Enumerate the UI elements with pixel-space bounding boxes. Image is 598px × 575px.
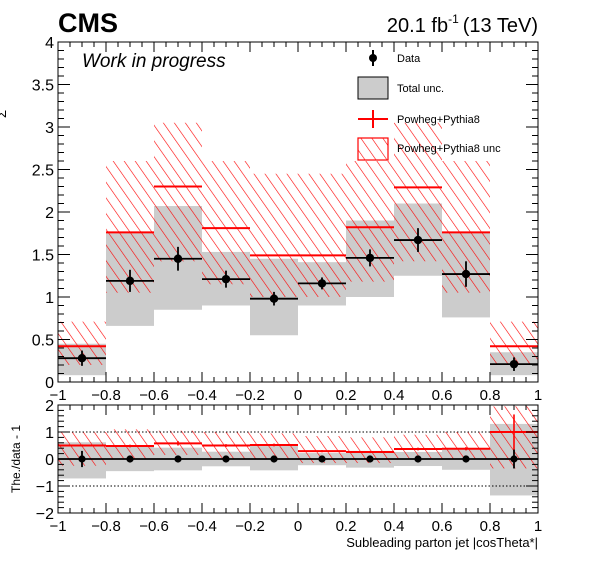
status-label: Work in progress [82, 51, 226, 72]
ratio-data-point [126, 455, 134, 463]
main-x-tick-label: −1 [49, 387, 66, 404]
main-y-tick-label: 4 [45, 35, 54, 52]
legend-label-total-unc: Total unc. [397, 83, 444, 95]
legend-label-data: Data [397, 53, 421, 65]
ratio-x-tick-label: −0.8 [91, 518, 121, 535]
main-data-point [125, 276, 135, 286]
legend: Data Total unc. Powheg+Pythia8 Powheg+Py… [357, 50, 501, 161]
energy-label: (13 TeV) [463, 15, 538, 37]
main-y-tick-label: 2.5 [32, 163, 54, 180]
legend-label-mc: Powheg+Pythia8 [397, 114, 480, 126]
main-x-tick-label: −0.4 [187, 387, 217, 404]
main-y-tick-label: 0.5 [32, 333, 54, 350]
ratio-mc-unc-bin [106, 429, 154, 459]
main-y-tick-label: 3.5 [32, 78, 54, 95]
ratio-x-tick-label: 0.8 [480, 518, 501, 535]
main-panel: −1 −0.8 −0.6 −0.4 −0.2 0 0.2 0.4 0.6 0.8 1 0 0.5 1 1.5… [0, 35, 542, 404]
ratio-data-point [174, 455, 182, 463]
main-data-point [509, 359, 519, 369]
main-data-point [365, 253, 375, 263]
main-data-point [269, 294, 279, 303]
ratio-y-tick-label: −2 [36, 506, 54, 523]
ratio-x-tick-label: 0 [294, 518, 302, 535]
ratio-data-point [78, 455, 86, 463]
main-mc-unc-bin [298, 173, 346, 297]
main-data-point [221, 274, 231, 284]
luminosity-exponent: -1 [448, 12, 459, 26]
ratio-panel: −1 −0.8 −0.6 −0.4 −0.2 0 0.2 0.4 0.6 0.8 1−2−1012 … [9, 398, 542, 550]
main-mc-unc-bin [202, 161, 250, 285]
main-data-point [173, 254, 183, 263]
main-y-tick-label: 3 [45, 120, 54, 137]
main-x-tick-label: 0.6 [432, 387, 453, 404]
ratio-data-point [510, 455, 518, 463]
ratio-x-tick-label: −0.6 [139, 518, 169, 535]
legend-entry-data: Data [369, 50, 421, 66]
ratio-data-point [318, 455, 326, 463]
main-x-tick-label: −0.6 [139, 387, 169, 404]
main-data-point [413, 235, 423, 245]
ratio-x-tick-label: −0.2 [235, 518, 265, 535]
main-y-tick-label: 0 [45, 375, 54, 392]
legend-label-mc-unc: Powheg+Pythia8 unc [397, 143, 501, 155]
ratio-x-tick-label: 1 [534, 518, 542, 535]
main-data-point [317, 279, 327, 288]
main-y-tick-label: 1 [45, 290, 54, 307]
ratio-y-tick-label: 2 [45, 398, 54, 415]
luminosity-label: 20.1 fb-1 (13 TeV) [387, 12, 538, 37]
ratio-y-tick-label: 0 [45, 452, 54, 469]
ratio-y-tick-label: −1 [36, 479, 54, 496]
ratio-data-point [462, 455, 470, 463]
ratio-data-point [270, 455, 278, 463]
main-y-tick-label: 1.5 [32, 248, 54, 265]
ratio-data-point [414, 455, 422, 463]
main-x-tick-label: 0.4 [384, 387, 405, 404]
main-x-tick-label: 0.2 [336, 387, 357, 404]
ratio-data-point [222, 455, 230, 463]
main-y-tick-label: 2 [45, 205, 54, 222]
ratio-data-point [366, 455, 374, 463]
ratio-x-axis-title: Subleading parton jet |cosTheta*| [346, 535, 538, 550]
ratio-y-axis-title: The./data - 1 [9, 425, 23, 493]
main-x-tick-label: 1 [534, 387, 542, 404]
ratio-mc-unc-bin [394, 434, 442, 459]
main-mc-unc-bin [250, 173, 298, 297]
main-x-tick-label: 0.8 [480, 387, 501, 404]
ratio-mc-unc-bin [442, 432, 490, 459]
ratio-x-tick-label: −1 [49, 518, 66, 535]
main-data-point [461, 269, 471, 279]
ratio-x-tick-label: 0.2 [336, 518, 357, 535]
ratio-x-tick-label: −0.4 [187, 518, 217, 535]
main-x-tick-label: −0.2 [235, 387, 265, 404]
legend-entry-total-unc: Total unc. [357, 76, 444, 100]
main-mc-unc-bin [154, 122, 202, 262]
main-x-tick-label: −0.8 [91, 387, 121, 404]
legend-entry-mc: Powheg+Pythia8 [358, 110, 480, 128]
ratio-x-tick-label: 0.6 [432, 518, 453, 535]
cms-label: CMS [58, 8, 118, 38]
ratio-x-tick-label: 0.4 [384, 518, 405, 535]
main-y-axis-fragment: Σ [0, 110, 9, 118]
main-data-point [77, 354, 87, 363]
luminosity-value: 20.1 fb [387, 15, 448, 37]
legend-entry-mc-unc: Powheg+Pythia8 unc [357, 137, 501, 161]
main-x-tick-label: 0 [294, 387, 302, 404]
ratio-y-tick-label: 1 [45, 425, 54, 442]
